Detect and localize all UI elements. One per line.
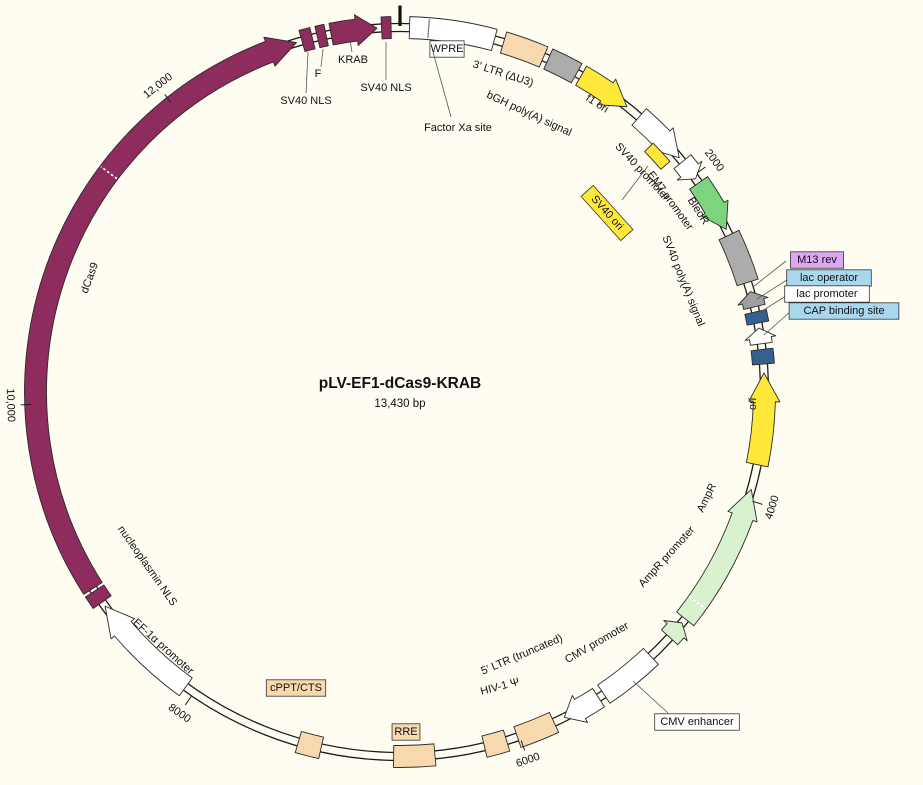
label-text-sv40-nls-1: SV40 NLS bbox=[280, 95, 331, 107]
feature-cap-binding-site[interactable] bbox=[750, 347, 775, 366]
label-text-lac-operator: lac operator bbox=[800, 272, 858, 284]
leader-cap-binding-site bbox=[763, 310, 792, 336]
label-box-lac-promoter bbox=[784, 285, 870, 303]
leader-krab bbox=[349, 39, 353, 53]
tick-8000 bbox=[184, 696, 192, 706]
feature-lac-operator[interactable] bbox=[744, 309, 770, 326]
label-text-cap-binding-site: CAP binding site bbox=[803, 305, 884, 317]
feature-sv40-promoter[interactable] bbox=[631, 108, 680, 159]
feature-f1-ori[interactable] bbox=[575, 65, 628, 108]
feature-cmv-enhancer[interactable] bbox=[597, 647, 659, 704]
label-factor-xa-site[interactable]: Factor Xa site bbox=[424, 122, 492, 134]
label-sv40-nls-1[interactable]: SV40 NLS bbox=[280, 95, 331, 107]
label-cap-binding-site[interactable]: CAP binding site bbox=[788, 302, 900, 320]
feature-bgh-polya[interactable] bbox=[543, 48, 583, 84]
label-box-sv40-ori bbox=[580, 184, 634, 242]
label-text-m13-rev: M13 rev bbox=[797, 254, 837, 266]
label-text-factor-xa-site: Factor Xa site bbox=[424, 122, 492, 134]
feature-lac-promoter[interactable] bbox=[744, 327, 777, 346]
leader-lac-promoter bbox=[758, 293, 790, 314]
feature-cmv-promoter[interactable] bbox=[563, 688, 605, 723]
divider-ampr bbox=[688, 596, 707, 610]
feature-krab[interactable] bbox=[328, 14, 378, 46]
feature-ltr5-truncated[interactable] bbox=[513, 711, 560, 748]
label-lac-operator[interactable]: lac operator bbox=[786, 269, 872, 287]
feature-sv40-nls-2[interactable] bbox=[380, 16, 392, 40]
feature-nucleoplasmin-nls[interactable] bbox=[84, 584, 112, 609]
label-cmv-enhancer[interactable]: CMV enhancer bbox=[654, 713, 740, 731]
label-ori[interactable]: ori bbox=[747, 398, 760, 411]
feature-ampr[interactable] bbox=[676, 488, 758, 627]
label-text-sv40-nls-2: SV40 NLS bbox=[360, 82, 411, 94]
label-sv40-nls-2[interactable]: SV40 NLS bbox=[360, 82, 411, 94]
leader-factor-xa-site bbox=[432, 51, 452, 118]
label-wpre[interactable]: WPRE bbox=[429, 40, 465, 58]
feature-wpre[interactable] bbox=[408, 16, 498, 51]
tick-6000 bbox=[520, 740, 526, 751]
feature-ori[interactable] bbox=[745, 372, 781, 468]
label-m13-rev[interactable]: M13 rev bbox=[790, 251, 844, 269]
feature-m13-rev[interactable] bbox=[737, 291, 769, 310]
feature-sv40-polya[interactable] bbox=[718, 229, 759, 287]
feature-sv40-ori[interactable] bbox=[644, 142, 671, 170]
feature-ef1a-promoter[interactable] bbox=[104, 605, 193, 697]
feature-bleor[interactable] bbox=[689, 176, 729, 230]
label-cppt-cts[interactable]: cPPT/CTS bbox=[265, 679, 327, 697]
feature-hiv1-psi[interactable] bbox=[481, 729, 511, 758]
label-box-wpre bbox=[429, 40, 465, 58]
label-box-cap-binding-site bbox=[788, 302, 900, 320]
feature-sv40-nls-1[interactable] bbox=[298, 27, 316, 52]
feature-dcas9[interactable] bbox=[24, 36, 297, 595]
label-rre[interactable]: RRE bbox=[391, 723, 421, 741]
feature-factor-xa-site[interactable] bbox=[427, 19, 430, 39]
feature-f-tag[interactable] bbox=[314, 23, 329, 49]
label-text-cmv-enhancer: CMV enhancer bbox=[660, 716, 734, 728]
plasmid-title: pLV-EF1-dCas9-KRAB bbox=[319, 375, 481, 392]
feature-ltr3-du3[interactable] bbox=[499, 31, 549, 68]
leader-m13-rev bbox=[752, 260, 787, 288]
label-box-cmv-enhancer bbox=[654, 713, 740, 731]
leader-f-tag bbox=[320, 48, 324, 68]
label-text-cppt-cts: cPPT/CTS bbox=[270, 682, 322, 694]
tick-12000 bbox=[164, 93, 172, 103]
label-box-m13-rev bbox=[790, 251, 844, 269]
label-text-f-tag: F bbox=[315, 68, 322, 80]
feature-rre[interactable] bbox=[393, 743, 437, 768]
tick-label-10000: 10,000 bbox=[4, 388, 17, 422]
feature-em7-promoter[interactable] bbox=[673, 154, 703, 181]
label-box-cppt-cts bbox=[265, 679, 327, 697]
tick-4000 bbox=[752, 500, 763, 505]
label-text-rre: RRE bbox=[394, 726, 417, 738]
label-text-ori: ori bbox=[747, 398, 760, 411]
feature-ampr-promoter[interactable] bbox=[661, 620, 688, 646]
leader-sv40-ori bbox=[621, 165, 649, 201]
label-text-lac-promoter: lac promoter bbox=[796, 288, 857, 300]
leader-lac-operator bbox=[756, 277, 791, 300]
label-f-tag[interactable]: F bbox=[315, 68, 322, 80]
tick-2000 bbox=[696, 166, 706, 174]
label-box-rre bbox=[391, 723, 421, 741]
plasmid-subtitle: 13,430 bp bbox=[374, 398, 425, 410]
label-text-krab: KRAB bbox=[338, 54, 368, 66]
label-lac-promoter[interactable]: lac promoter bbox=[784, 285, 870, 303]
divider-dcas9 bbox=[100, 165, 118, 180]
feature-cppt-cts[interactable] bbox=[294, 731, 324, 760]
label-text-wpre: WPRE bbox=[431, 43, 464, 55]
leader-cmv-enhancer bbox=[632, 680, 669, 714]
label-krab[interactable]: KRAB bbox=[338, 54, 368, 66]
leader-sv40-nls-1 bbox=[305, 51, 309, 94]
